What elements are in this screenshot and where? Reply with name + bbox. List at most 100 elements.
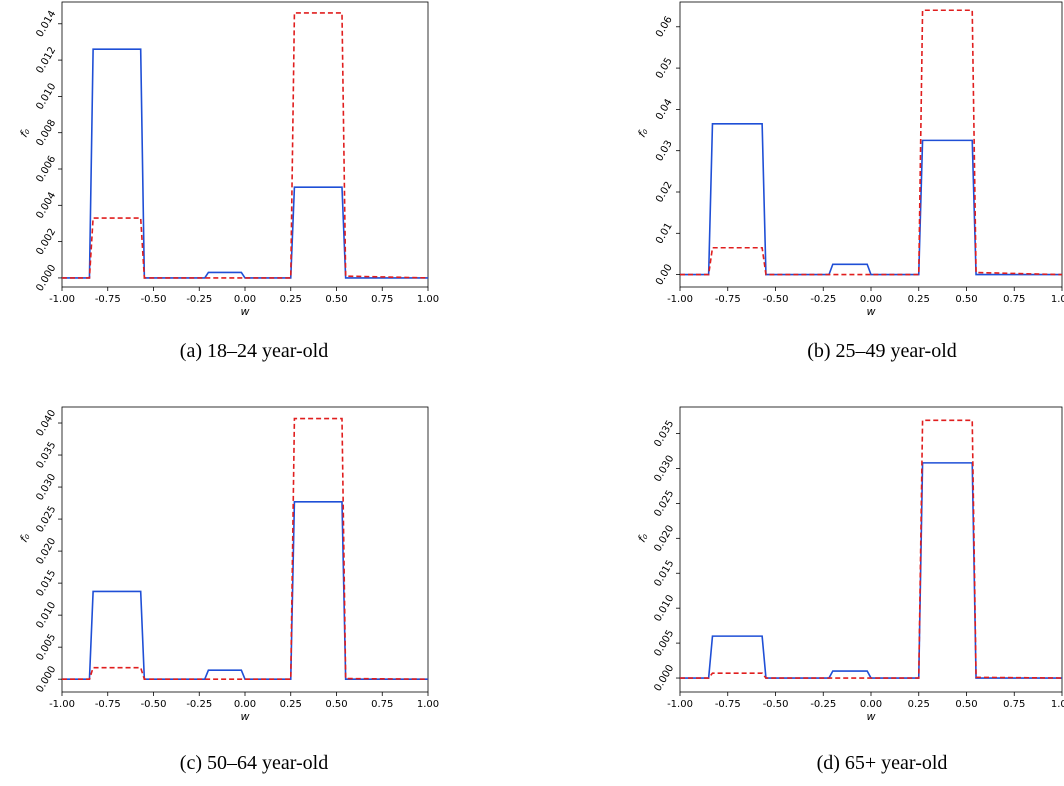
caption-c: (c) 50–64 year-old bbox=[179, 752, 329, 774]
y-tick-label: 0.002 bbox=[35, 227, 59, 257]
x-tick-label: 0.25 bbox=[280, 294, 302, 305]
y-tick-label: 0.05 bbox=[654, 56, 675, 81]
y-tick-label: 0.040 bbox=[35, 408, 59, 438]
y-axis-label: f₀ bbox=[17, 125, 33, 139]
y-tick-label: 0.015 bbox=[653, 558, 677, 588]
chart-b: -1.00 -0.75 -0.50 -0.25 0.00 0.25 0.50 0.75 1.0 0… bbox=[635, 1, 1064, 318]
chart-panel-c: -1.00 -0.75 -0.50 -0.25 0.00 0.25 0.50 0.75 1.00… bbox=[0, 405, 440, 730]
y-tick-label: 0.005 bbox=[35, 632, 59, 662]
x-tick-label: -0.75 bbox=[715, 294, 741, 305]
axes-frame bbox=[679, 406, 1063, 693]
x-tick-label: 1.00 bbox=[1051, 294, 1064, 305]
x-axis-label: w bbox=[241, 305, 250, 318]
y-tick-label: 0.020 bbox=[35, 536, 59, 566]
y-axis-label: f₀ bbox=[17, 530, 33, 544]
x-tick-label: -0.75 bbox=[95, 294, 121, 305]
y-tick-label: 0.014 bbox=[35, 9, 59, 39]
y-tick-label: 0.012 bbox=[35, 45, 59, 75]
y-tick-label: 0.06 bbox=[654, 15, 675, 40]
series-line-dashed bbox=[62, 417, 429, 680]
x-tick-label: 0.50 bbox=[955, 294, 977, 305]
y-tick-label: 0.020 bbox=[653, 523, 677, 553]
x-axis-label: w bbox=[867, 305, 876, 318]
series-line-dashed bbox=[680, 419, 1063, 679]
chart-c: -1.00 -0.75 -0.50 -0.25 0.00 0.25 0.50 0.75 1.00… bbox=[17, 406, 439, 723]
y-tick-label: 0.030 bbox=[653, 454, 677, 484]
y-tick-label: 0.010 bbox=[35, 81, 59, 111]
y-tick-label: 0.008 bbox=[35, 118, 59, 148]
x-tick-label: 0.75 bbox=[371, 294, 393, 305]
x-tick-label: -0.25 bbox=[810, 699, 836, 710]
axes-frame bbox=[61, 406, 429, 693]
chart-d: -1.00 -0.75 -0.50 -0.25 0.00 0.25 0.50 0.75 1.0 0… bbox=[635, 406, 1064, 723]
caption-d: (d) 65+ year-old bbox=[816, 752, 948, 774]
chart-panel-b: -1.00 -0.75 -0.50 -0.25 0.00 0.25 0.50 0.75 1.0 0… bbox=[635, 0, 1064, 325]
y-tick-label: 0.010 bbox=[653, 593, 677, 623]
x-tick-label: -0.50 bbox=[763, 294, 789, 305]
series-line-dashed bbox=[680, 9, 1063, 276]
y-tick-label: 0.035 bbox=[653, 419, 677, 449]
x-tick-label: -0.25 bbox=[810, 294, 836, 305]
x-tick-label: -1.00 bbox=[49, 294, 75, 305]
x-tick-label: 0.75 bbox=[1003, 699, 1025, 710]
x-tick-label: -0.75 bbox=[95, 699, 121, 710]
caption-a: (a) 18–24 year-old bbox=[179, 340, 329, 362]
y-tick-label: 0.03 bbox=[654, 139, 675, 164]
x-tick-label: 0.00 bbox=[234, 294, 256, 305]
x-tick-label: -0.75 bbox=[715, 699, 741, 710]
x-tick-label: -1.00 bbox=[667, 294, 693, 305]
x-tick-label: 0.50 bbox=[325, 294, 347, 305]
x-tick-label: 0.25 bbox=[908, 699, 930, 710]
y-tick-label: 0.025 bbox=[653, 488, 677, 518]
y-tick-label: 0.006 bbox=[35, 154, 59, 184]
y-tick-label: 0.000 bbox=[35, 664, 59, 694]
chart-panel-d: -1.00 -0.75 -0.50 -0.25 0.00 0.25 0.50 0.75 1.0 0… bbox=[635, 405, 1064, 730]
series-line-solid bbox=[680, 462, 1062, 679]
x-tick-label: -0.50 bbox=[141, 294, 167, 305]
series-line-solid bbox=[62, 48, 428, 279]
y-tick-label: 0.000 bbox=[653, 663, 677, 693]
x-tick-label: -0.25 bbox=[186, 699, 212, 710]
y-tick-label: 0.02 bbox=[654, 180, 675, 205]
x-tick-label: 0.00 bbox=[860, 294, 882, 305]
x-tick-label: 0.50 bbox=[325, 699, 347, 710]
x-tick-label: -0.25 bbox=[186, 294, 212, 305]
y-tick-label: 0.015 bbox=[35, 568, 59, 598]
y-tick-label: 0.025 bbox=[35, 504, 59, 534]
x-tick-label: 0.25 bbox=[280, 699, 302, 710]
y-tick-label: 0.010 bbox=[35, 600, 59, 630]
x-tick-label: 1.00 bbox=[1051, 699, 1064, 710]
x-tick-label: 0.00 bbox=[860, 699, 882, 710]
axes-frame bbox=[61, 1, 429, 288]
y-axis-label: f₀ bbox=[635, 530, 651, 544]
x-tick-label: 1.00 bbox=[417, 699, 439, 710]
caption-b: (b) 25–49 year-old bbox=[807, 340, 957, 362]
y-tick-label: 0.000 bbox=[35, 263, 59, 293]
axes-frame bbox=[679, 1, 1063, 288]
x-tick-label: 0.25 bbox=[908, 294, 930, 305]
series-line-dashed bbox=[62, 12, 429, 279]
x-tick-label: 1.00 bbox=[417, 294, 439, 305]
x-tick-label: -1.00 bbox=[667, 699, 693, 710]
x-axis-label: w bbox=[867, 710, 876, 723]
y-axis-label: f₀ bbox=[635, 125, 651, 139]
y-tick-label: 0.030 bbox=[35, 472, 59, 502]
x-tick-label: -0.50 bbox=[763, 699, 789, 710]
x-tick-label: -0.50 bbox=[141, 699, 167, 710]
y-tick-label: 0.01 bbox=[654, 221, 675, 246]
x-tick-label: 0.75 bbox=[1003, 294, 1025, 305]
y-tick-label: 0.00 bbox=[654, 262, 675, 287]
series-line-solid bbox=[680, 123, 1062, 276]
x-tick-label: 0.75 bbox=[371, 699, 393, 710]
series-line-solid bbox=[62, 500, 428, 680]
y-tick-label: 0.04 bbox=[654, 97, 675, 122]
x-axis-label: w bbox=[241, 710, 250, 723]
y-tick-label: 0.005 bbox=[653, 628, 677, 658]
x-tick-label: -1.00 bbox=[49, 699, 75, 710]
chart-panel-a: -1.00 -0.75 -0.50 -0.25 0.00 0.25 0.50 0.75 1.00… bbox=[0, 0, 440, 325]
x-tick-label: 0.00 bbox=[234, 699, 256, 710]
x-tick-label: 0.50 bbox=[955, 699, 977, 710]
y-tick-label: 0.035 bbox=[35, 440, 59, 470]
y-tick-label: 0.004 bbox=[35, 190, 59, 220]
chart-a: -1.00 -0.75 -0.50 -0.25 0.00 0.25 0.50 0.75 1.00… bbox=[17, 1, 439, 318]
